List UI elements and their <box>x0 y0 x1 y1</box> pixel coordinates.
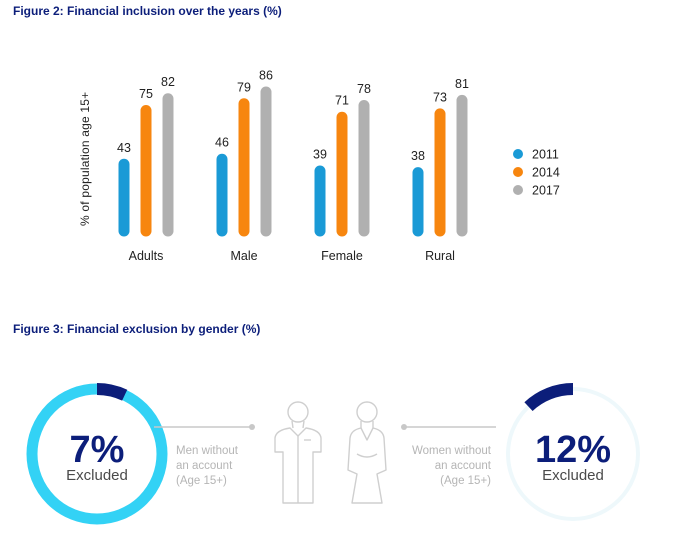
legend-label-2017: 2017 <box>532 184 560 198</box>
man-icon <box>274 401 322 504</box>
value-label-female-2014: 71 <box>335 94 349 108</box>
category-label-adults: Adults <box>129 249 164 263</box>
value-label-male-2014: 79 <box>237 80 251 94</box>
bar-female-2017 <box>358 99 370 237</box>
bar-chart: % of population age 15+ 43 75 82 46 79 86 39 71… <box>78 69 560 263</box>
value-label-adults-2011: 43 <box>117 141 131 155</box>
value-label-male-2017: 86 <box>259 69 273 83</box>
women-excluded-label: Excluded <box>542 467 604 484</box>
bar-male-2014 <box>238 98 250 237</box>
women-excluded-arc <box>524 383 574 412</box>
category-label-rural: Rural <box>425 249 455 263</box>
value-label-female-2011: 39 <box>313 147 327 161</box>
value-label-rural-2017: 81 <box>455 77 469 91</box>
bar-male-2017 <box>260 86 272 237</box>
bar-adults-2014 <box>140 105 152 237</box>
women-note-line-2: an account <box>435 460 492 472</box>
legend-swatch-2014 <box>513 167 523 177</box>
bar-rural-2011 <box>412 167 424 237</box>
legend-swatch-2011 <box>513 149 523 159</box>
bar-rural-2017 <box>456 94 468 237</box>
value-label-adults-2014: 75 <box>139 87 153 101</box>
men-note-line-3: (Age 15+) <box>176 475 227 487</box>
bar-adults-2011 <box>118 158 130 237</box>
bars-group: 43 75 82 46 79 86 39 71 78 38 73 81 <box>117 69 469 237</box>
bar-rural-2014 <box>434 108 446 237</box>
legend: 2011 2014 2017 <box>513 148 560 198</box>
men-note-line-1: Men without <box>176 445 239 457</box>
women-exclusion-ring: 12% Excluded <box>506 383 640 521</box>
men-excluded-arc <box>96 383 128 401</box>
women-connector-dot <box>401 424 407 430</box>
woman-icon <box>347 401 387 504</box>
women-note-line-3: (Age 15+) <box>440 475 491 487</box>
value-label-adults-2017: 82 <box>161 75 175 89</box>
bar-male-2011 <box>216 153 228 237</box>
men-exclusion-ring: 7% Excluded <box>26 383 168 525</box>
bar-adults-2017 <box>162 93 174 237</box>
value-label-female-2017: 78 <box>357 82 371 96</box>
men-connector-dot <box>249 424 255 430</box>
bar-female-2011 <box>314 165 326 237</box>
value-label-rural-2011: 38 <box>411 149 425 163</box>
men-excluded-label: Excluded <box>66 467 128 484</box>
bar-female-2014 <box>336 111 348 237</box>
category-labels: Adults Male Female Rural <box>129 249 455 263</box>
figure-3-title: Figure 3: Financial exclusion by gender … <box>13 322 261 336</box>
y-axis-label: % of population age 15+ <box>78 92 92 226</box>
value-label-male-2011: 46 <box>215 136 229 150</box>
value-label-rural-2014: 73 <box>433 90 447 104</box>
men-note-line-2: an account <box>176 460 233 472</box>
women-percent: 12% <box>535 429 611 471</box>
women-note-line-1: Women without <box>412 445 492 457</box>
men-percent: 7% <box>70 429 125 471</box>
legend-label-2014: 2014 <box>532 166 560 180</box>
category-label-female: Female <box>321 249 363 263</box>
figure-2-title: Figure 2: Financial inclusion over the y… <box>13 4 282 18</box>
legend-swatch-2017 <box>513 185 523 195</box>
category-label-male: Male <box>230 249 257 263</box>
legend-label-2011: 2011 <box>532 148 559 162</box>
